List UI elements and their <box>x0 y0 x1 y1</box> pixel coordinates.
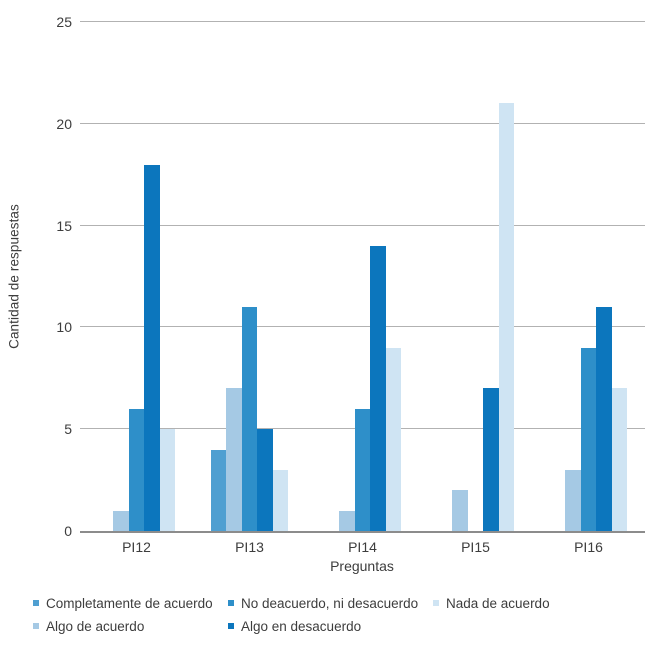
bar-group <box>324 22 402 531</box>
x-tick-label: PI13 <box>235 539 264 555</box>
bar <box>452 490 468 531</box>
bar <box>257 429 273 531</box>
bar <box>385 347 402 531</box>
bar-group <box>98 22 176 531</box>
y-tick-label: 20 <box>56 115 72 132</box>
gridline <box>80 326 645 328</box>
bar-group <box>550 22 628 531</box>
bar <box>128 408 145 531</box>
legend-color-swatch-icon <box>33 600 39 606</box>
legend-label: Nada de acuerdo <box>446 595 550 611</box>
legend-item: Algo en desacuerdo <box>228 617 361 635</box>
legend-label: No deacuerdo, ni desacuerdo <box>241 595 419 611</box>
bar <box>354 408 371 531</box>
legend-color-swatch-icon <box>433 600 439 606</box>
bar <box>210 449 227 531</box>
legend-label: Algo de acuerdo <box>46 618 145 634</box>
y-axis-title: Cantidad de respuestas <box>6 204 22 349</box>
bar-group <box>210 22 289 531</box>
gridline <box>80 122 645 124</box>
legend-color-swatch-icon <box>228 623 234 629</box>
bar <box>339 510 355 531</box>
legend-label: Algo en desacuerdo <box>241 618 362 634</box>
y-tick-label: 10 <box>56 319 72 336</box>
x-tick-label: PI16 <box>574 539 603 555</box>
bar <box>144 164 160 531</box>
legend-label: Completamente de acuerdo <box>46 595 213 611</box>
bar-group <box>437 22 515 531</box>
y-tick-label: 5 <box>64 421 72 438</box>
bar <box>611 388 628 531</box>
bar <box>226 388 242 531</box>
legend: Completamente de acuerdo Algo de acuerdo N… <box>0 588 668 648</box>
bar <box>596 307 612 531</box>
gridline <box>80 224 645 226</box>
y-tick-label: 25 <box>56 14 72 30</box>
legend-color-swatch-icon <box>33 623 39 629</box>
y-tick-label: 0 <box>64 523 72 539</box>
bar <box>370 245 386 531</box>
bar <box>565 469 581 531</box>
bar <box>113 510 129 531</box>
bar <box>483 388 499 531</box>
bar <box>159 429 176 531</box>
legend-item: Nada de acuerdo <box>433 594 550 612</box>
x-axis-title: Preguntas <box>330 558 394 574</box>
gridline <box>80 21 645 22</box>
bar <box>580 347 597 531</box>
legend-item: Completamente de acuerdo <box>33 594 213 612</box>
plot-area <box>80 21 645 533</box>
legend-color-swatch-icon <box>228 600 234 606</box>
bar <box>498 103 515 531</box>
bar <box>241 307 258 531</box>
y-tick-label: 15 <box>56 217 72 234</box>
legend-item: No deacuerdo, ni desacuerdo <box>228 594 418 612</box>
x-tick-label: PI14 <box>348 539 377 555</box>
x-tick-label: PI12 <box>122 539 151 555</box>
bar <box>272 469 289 531</box>
legend-item: Algo de acuerdo <box>33 617 144 635</box>
x-tick-label: PI15 <box>461 539 490 555</box>
